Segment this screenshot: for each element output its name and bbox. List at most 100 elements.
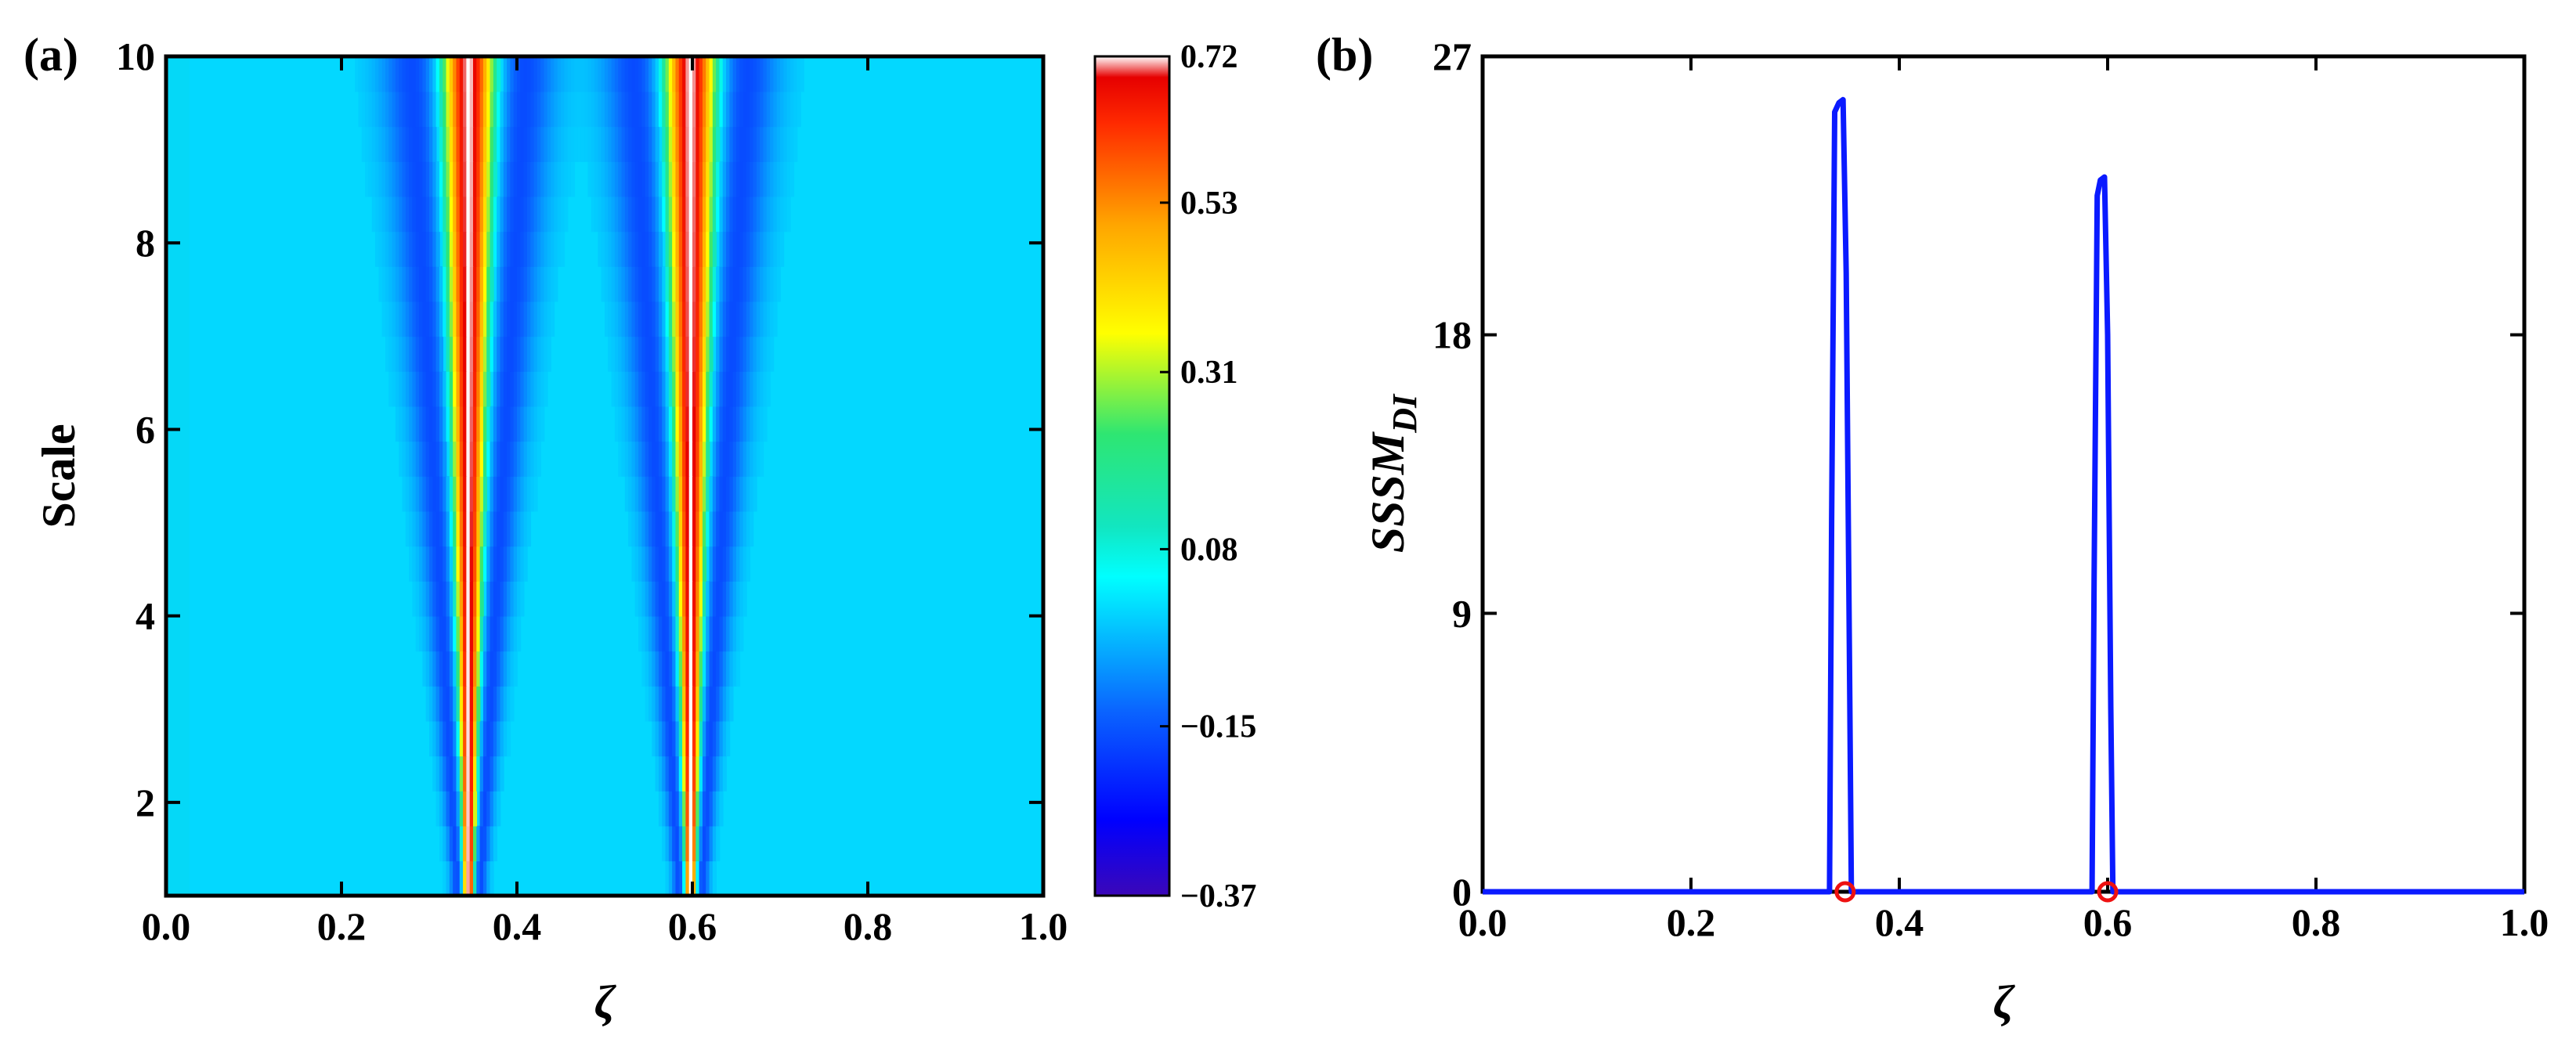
heatmap-cell (658, 371, 663, 407)
heatmap-cell (706, 441, 710, 477)
heatmap-cell (645, 615, 649, 652)
heatmap-cell (702, 371, 707, 407)
heatmap-cell (422, 126, 427, 162)
heatmap-cell (786, 196, 791, 233)
heatmap-cell (567, 126, 572, 162)
heatmap-cell (655, 126, 659, 162)
x-tick-label: 0.6 (2083, 900, 2133, 944)
heatmap-cell (682, 615, 687, 652)
heatmap-cell (405, 371, 410, 407)
heatmap-cell (746, 231, 751, 267)
heatmap-cell (429, 266, 434, 302)
heatmap-cell (459, 91, 464, 128)
heatmap-cell (456, 791, 461, 827)
heatmap-cell (695, 406, 700, 442)
heatmap-cell (662, 686, 667, 722)
heatmap-cell (652, 231, 656, 267)
heatmap-cell (429, 336, 434, 372)
heatmap-cell (517, 56, 522, 92)
heatmap-cell (466, 756, 471, 792)
heatmap-cell (405, 406, 410, 442)
heatmap-cell (490, 266, 494, 302)
heatmap-cell (763, 231, 768, 267)
heatmap-cell (530, 231, 535, 267)
heatmap-cell (675, 476, 680, 512)
heatmap-cell (405, 301, 410, 337)
heatmap-cell (497, 720, 501, 757)
heatmap-cell (695, 581, 700, 617)
heatmap-cell (695, 91, 700, 128)
heatmap-cell (459, 441, 464, 477)
heatmap-cell (668, 651, 673, 687)
heatmap-cell (422, 546, 427, 582)
heatmap-cell (649, 126, 653, 162)
heatmap-cell (409, 161, 414, 197)
heatmap-cell (753, 161, 757, 197)
heatmap-cell (675, 860, 680, 896)
heatmap-cell (641, 615, 646, 652)
heatmap-cell (695, 126, 700, 162)
heatmap-cell (453, 860, 457, 896)
heatmap-cell (750, 510, 754, 547)
heatmap-cell (773, 301, 778, 337)
heatmap-cell (482, 406, 488, 442)
heatmap-cell (459, 720, 464, 757)
heatmap-cell (692, 56, 697, 92)
heatmap-cell (405, 126, 410, 162)
heatmap-cell (712, 791, 717, 827)
heatmap-cell (520, 476, 525, 512)
heatmap-cell (706, 476, 710, 512)
heatmap-cell (624, 196, 629, 233)
heatmap-cell (486, 161, 491, 197)
heatmap-cell (783, 91, 788, 128)
heatmap-cell (688, 720, 693, 757)
heatmap-cell (490, 476, 494, 512)
heatmap-cell (520, 441, 525, 477)
heatmap-cell (453, 651, 457, 687)
heatmap-cell (712, 266, 717, 302)
heatmap-cell (557, 56, 562, 92)
heatmap-cell (419, 91, 424, 128)
heatmap-cell (739, 161, 744, 197)
heatmap-cell (456, 56, 461, 92)
heatmap-cell (628, 91, 633, 128)
heatmap-cell (702, 860, 707, 896)
heatmap-cell (446, 546, 450, 582)
heatmap-cell (580, 126, 585, 162)
heatmap-cell (456, 161, 461, 197)
heatmap-cell (668, 546, 673, 582)
heatmap-cell (614, 91, 620, 128)
heatmap-cell (722, 686, 727, 722)
heatmap-cell (544, 336, 548, 372)
heatmap-cell (668, 336, 673, 372)
heatmap-cell (432, 91, 437, 128)
heatmap-cell (652, 720, 656, 757)
heatmap-cell (449, 441, 453, 477)
heatmap-cell (439, 196, 444, 233)
colorbar-tick-label: 0.08 (1180, 532, 1238, 568)
heatmap-cell (439, 651, 444, 687)
heatmap-cell (709, 301, 714, 337)
heatmap-cell (503, 336, 508, 372)
heatmap-cell (422, 615, 427, 652)
heatmap-cell (429, 615, 434, 652)
heatmap-cell (503, 301, 508, 337)
heatmap-cell (456, 615, 461, 652)
heatmap-cell (463, 196, 468, 233)
heatmap-cell (395, 91, 400, 128)
heatmap-cell (530, 371, 535, 407)
heatmap-cell (786, 161, 791, 197)
heatmap-cell (554, 231, 558, 267)
heatmap-cell (746, 441, 751, 477)
heatmap-cell (443, 546, 447, 582)
heatmap-cell (665, 791, 670, 827)
heatmap-cell (716, 756, 721, 792)
heatmap-cell (361, 56, 366, 92)
heatmap-cell (716, 651, 721, 687)
heatmap-cell (658, 196, 663, 233)
heatmap-cell (479, 615, 484, 652)
heatmap-cell (510, 581, 515, 617)
heatmap-cell (614, 371, 620, 407)
heatmap-cell (507, 56, 511, 92)
